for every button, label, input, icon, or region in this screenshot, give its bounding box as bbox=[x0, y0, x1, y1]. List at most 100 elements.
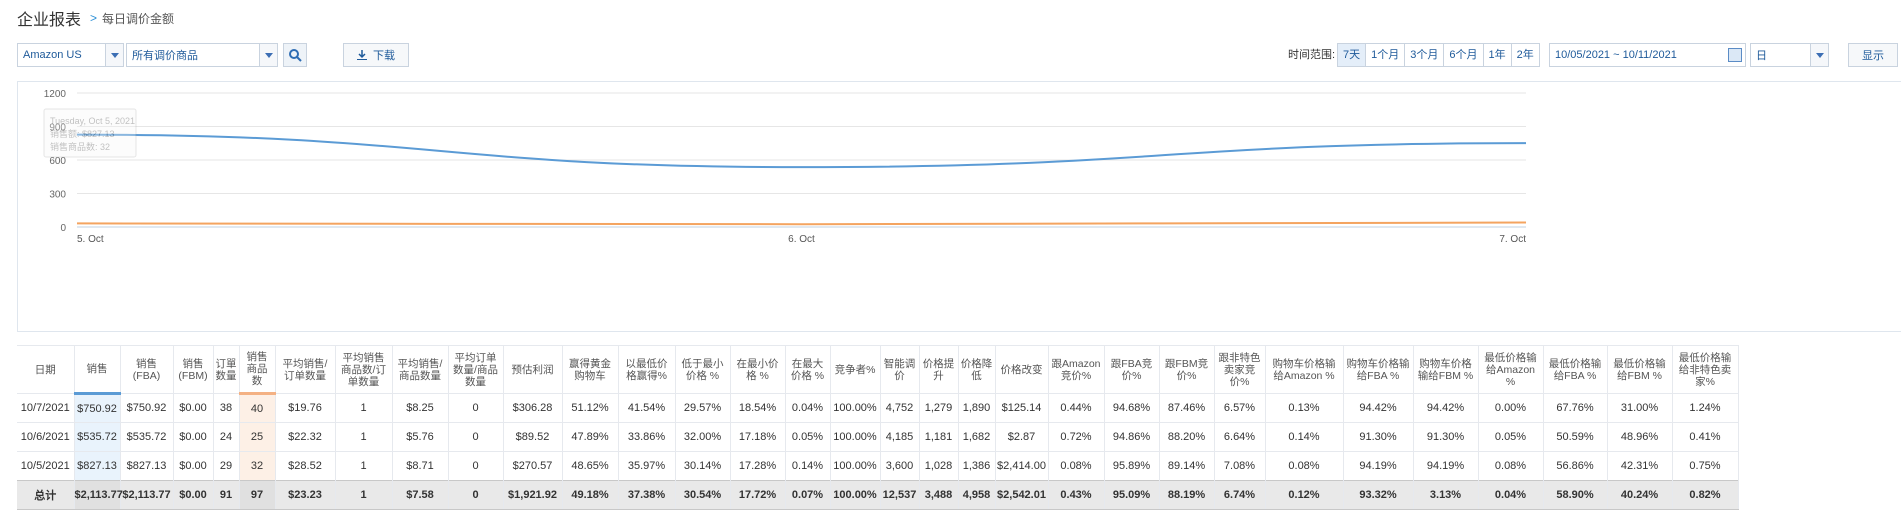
table-cell: 0.00% bbox=[1478, 393, 1544, 423]
column-header[interactable]: 预估利润 bbox=[503, 345, 563, 394]
page-header: 企业报表 > 每日调价金额 bbox=[17, 7, 174, 29]
column-header[interactable]: 销售(FBA) bbox=[120, 345, 174, 394]
table-cell: $827.13 bbox=[120, 451, 174, 481]
table-cell: 30.54% bbox=[675, 480, 731, 510]
column-header[interactable]: 以最低价格赢得% bbox=[618, 345, 676, 394]
granularity-select[interactable]: 日 bbox=[1750, 43, 1829, 67]
tooltip-line1: 销售额: $827.13 bbox=[50, 128, 115, 139]
date-range-picker[interactable]: 10/05/2021 ~ 10/11/2021 bbox=[1549, 43, 1746, 67]
table-cell: 100.00% bbox=[830, 451, 881, 481]
table-cell: 1,279 bbox=[919, 393, 959, 423]
table-body: 10/7/2021 $750.92 $750.92 $0.00 38 40 $19.76 1 $… bbox=[17, 393, 1739, 510]
table-cell: 0.07% bbox=[785, 480, 831, 510]
table-cell: $7.58 bbox=[392, 480, 449, 510]
download-label: 下载 bbox=[373, 50, 395, 62]
tooltip-date: Tuesday, Oct 5, 2021 bbox=[50, 116, 135, 126]
column-header[interactable]: 购物车价格输给FBM % bbox=[1413, 345, 1479, 394]
column-header[interactable]: 在最小价格 % bbox=[730, 345, 786, 394]
table-cell: 32.00% bbox=[675, 422, 731, 452]
table-cell: 0.05% bbox=[785, 422, 831, 452]
table-row: 10/5/2021 $827.13 $827.13 $0.00 29 32 $28.52 1 $… bbox=[17, 451, 1739, 481]
column-header[interactable]: 销售商品数 bbox=[239, 345, 276, 395]
table-cell: 0.14% bbox=[1265, 422, 1344, 452]
table-cell: $0.00 bbox=[173, 422, 214, 452]
download-button[interactable]: 下载 bbox=[343, 43, 409, 67]
table-cell: 6.74% bbox=[1214, 480, 1266, 510]
column-header[interactable]: 低于最小价格 % bbox=[675, 345, 731, 394]
table-cell: 1 bbox=[335, 451, 393, 481]
range-7d[interactable]: 7天 bbox=[1338, 44, 1367, 66]
column-header[interactable]: 最低价格输给FBA % bbox=[1543, 345, 1608, 394]
column-header[interactable]: 最低价格输给FBM % bbox=[1607, 345, 1673, 394]
table-cell: 42.31% bbox=[1607, 451, 1673, 481]
table-cell: $5.76 bbox=[392, 422, 449, 452]
search-button[interactable] bbox=[283, 43, 307, 67]
page-title: 企业报表 bbox=[17, 12, 82, 29]
column-header[interactable]: 跟FBA竞价% bbox=[1104, 345, 1160, 394]
column-header[interactable]: 平均销售/商品数量 bbox=[392, 345, 449, 394]
column-header[interactable]: 销售 bbox=[74, 345, 121, 395]
filter-bar: Amazon US 所有调价商品 下载 时间范围: 7天 1个月 3个月 6个月… bbox=[17, 43, 1898, 67]
column-header[interactable]: 赢得黄金购物车 bbox=[562, 345, 619, 394]
table-cell: 1,386 bbox=[958, 451, 996, 481]
table-cell: $8.25 bbox=[392, 393, 449, 423]
column-header[interactable]: 最低价格输给Amazon % bbox=[1478, 345, 1544, 394]
table-cell: $2,113.77 bbox=[120, 480, 174, 510]
column-header[interactable]: 跟非特色卖家竞价% bbox=[1214, 345, 1266, 394]
column-header[interactable]: 购物车价格输给FBA % bbox=[1343, 345, 1414, 394]
column-header[interactable]: 竞争者% bbox=[830, 345, 881, 394]
table-cell: 37.38% bbox=[618, 480, 676, 510]
table-cell: 1 bbox=[335, 422, 393, 452]
product-filter-select[interactable]: 所有调价商品 bbox=[126, 43, 278, 67]
range-3m[interactable]: 3个月 bbox=[1405, 44, 1445, 66]
table-cell: 4,958 bbox=[958, 480, 996, 510]
column-header[interactable]: 在最大价格 % bbox=[785, 345, 831, 394]
column-header[interactable]: 日期 bbox=[17, 345, 75, 394]
column-header[interactable]: 平均订单数量/商品数量 bbox=[448, 345, 504, 394]
table-cell: $0.00 bbox=[173, 480, 214, 510]
column-header[interactable]: 最低价格输给非特色卖家% bbox=[1672, 345, 1739, 394]
table-cell: 93.32% bbox=[1343, 480, 1414, 510]
column-header[interactable]: 价格提升 bbox=[919, 345, 959, 394]
table-cell: 0.08% bbox=[1048, 451, 1105, 481]
table-cell: 35.97% bbox=[618, 451, 676, 481]
column-header[interactable]: 平均销售商品数/订单数量 bbox=[335, 345, 393, 394]
table-cell: 6.57% bbox=[1214, 393, 1266, 423]
table-cell: 41.54% bbox=[618, 393, 676, 423]
chevron-down-icon bbox=[105, 44, 123, 66]
table-cell: $2,542.01 bbox=[995, 480, 1049, 510]
table-cell: $750.92 bbox=[120, 393, 174, 423]
table-cell: 0 bbox=[448, 422, 504, 452]
range-1m[interactable]: 1个月 bbox=[1366, 44, 1406, 66]
table-row: 10/6/2021 $535.72 $535.72 $0.00 24 25 $22.32 1 $… bbox=[17, 422, 1739, 452]
calendar-icon bbox=[1728, 48, 1742, 62]
marketplace-value: Amazon US bbox=[23, 49, 82, 61]
table-cell: 1.24% bbox=[1672, 393, 1739, 423]
column-header[interactable]: 订單数量 bbox=[213, 345, 240, 394]
table-cell: 0.44% bbox=[1048, 393, 1105, 423]
column-header[interactable]: 跟FBM竞价% bbox=[1159, 345, 1215, 394]
display-button[interactable]: 显示 bbox=[1848, 43, 1898, 67]
report-table: 日期 销售 销售(FBA) 销售(FBM) 订單数量 销售商品数 平均销售/订单数量 平均销售… bbox=[17, 345, 1739, 510]
column-header[interactable]: 平均销售/订单数量 bbox=[275, 345, 336, 394]
column-header[interactable]: 智能调价 bbox=[880, 345, 920, 394]
table-cell: 56.86% bbox=[1543, 451, 1608, 481]
table-cell: $28.52 bbox=[275, 451, 336, 481]
series-line-1 bbox=[76, 221, 1527, 226]
column-header[interactable]: 跟Amazon竞价% bbox=[1048, 345, 1105, 394]
column-header[interactable]: 价格改变 bbox=[995, 345, 1049, 394]
table-cell: 0.08% bbox=[1478, 451, 1544, 481]
column-header[interactable]: 价格降低 bbox=[958, 345, 996, 394]
range-1y[interactable]: 1年 bbox=[1483, 44, 1512, 66]
table-cell: 40.24% bbox=[1607, 480, 1673, 510]
y-tick-label: 0 bbox=[60, 223, 66, 234]
table-cell: 0.08% bbox=[1265, 451, 1344, 481]
range-6m[interactable]: 6个月 bbox=[1444, 44, 1484, 66]
range-2y[interactable]: 2年 bbox=[1511, 44, 1539, 66]
column-header[interactable]: 购物车价格输给Amazon % bbox=[1265, 345, 1344, 394]
x-tick-label: 7. Oct bbox=[1499, 234, 1526, 245]
table-cell: 1 bbox=[335, 480, 393, 510]
table-cell: 0 bbox=[448, 480, 504, 510]
marketplace-select[interactable]: Amazon US bbox=[17, 43, 124, 67]
column-header[interactable]: 销售(FBM) bbox=[173, 345, 214, 394]
